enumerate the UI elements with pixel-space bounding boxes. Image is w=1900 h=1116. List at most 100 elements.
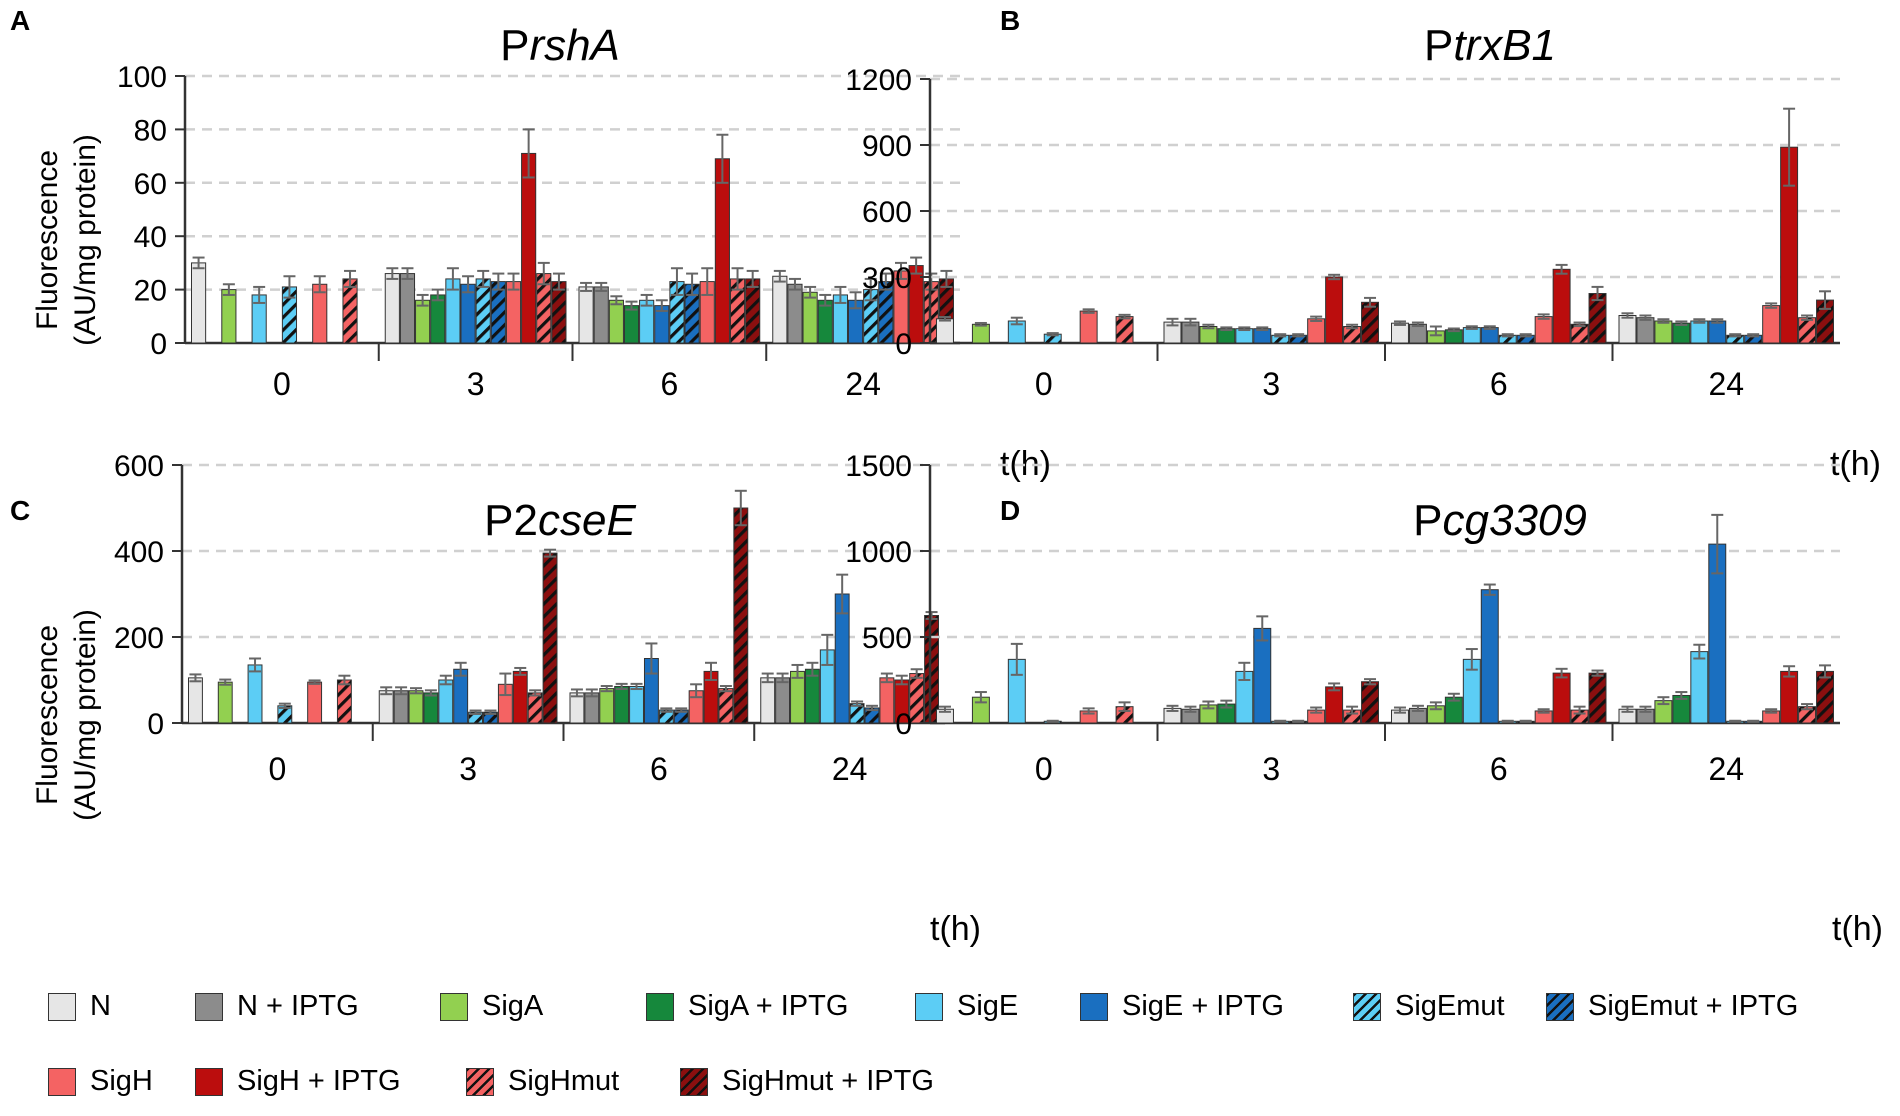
legend-item: SigEmut + IPTG: [1546, 990, 1798, 1023]
error-bar: [645, 642, 658, 675]
x-category-label: 24: [1708, 366, 1744, 402]
bar: [790, 670, 805, 724]
x-category-label: 6: [1490, 751, 1508, 787]
panel-a-xunit: t(h): [1000, 445, 1051, 483]
y-tick-label: 1000: [845, 536, 912, 569]
error-bar: [1082, 308, 1095, 314]
legend-label: SigE: [957, 990, 1019, 1022]
ylabel-line1: Fluorescence: [31, 150, 64, 330]
x-category-label: 24: [832, 751, 868, 787]
bar: [1690, 651, 1709, 724]
legend-item: SigHmut: [466, 1065, 619, 1098]
error-bar: [1256, 615, 1269, 642]
error-bar: [705, 661, 718, 681]
error-bar: [552, 272, 565, 291]
panel-letter-a: A: [10, 5, 30, 36]
error-bar: [670, 267, 683, 296]
bar: [247, 664, 263, 724]
x-category-label: 6: [650, 751, 668, 787]
bar: [1325, 686, 1344, 724]
panel-d-title: Pcg3309: [1413, 496, 1587, 545]
error-bar: [1747, 333, 1760, 338]
panel-letter-b: B: [1000, 5, 1020, 36]
bar: [1780, 670, 1799, 724]
legend-swatch: [1546, 992, 1574, 1021]
error-bar: [1274, 719, 1287, 723]
bar: [614, 685, 630, 724]
error-bar: [1292, 719, 1305, 723]
legend-swatch: [466, 1067, 494, 1096]
error-bar: [1238, 661, 1251, 681]
bar: [342, 278, 358, 344]
error-bar: [189, 673, 202, 683]
y-tick-label: 200: [114, 622, 164, 655]
error-bar: [821, 633, 834, 666]
legend-label: SigA: [482, 990, 544, 1022]
bar: [307, 681, 323, 724]
error-bar: [1328, 682, 1341, 692]
bar: [542, 552, 558, 724]
y-tick-label: 20: [134, 275, 167, 308]
y-tick-label: 400: [114, 536, 164, 569]
bar: [787, 283, 803, 344]
bar: [745, 278, 761, 344]
bar: [378, 690, 394, 724]
ylabel-line2: (AU/mg protein): [69, 134, 102, 346]
error-bar: [1693, 643, 1706, 660]
bar: [1690, 320, 1709, 344]
y-tick-label: 900: [862, 130, 912, 163]
error-bar: [424, 689, 437, 697]
bar: [415, 299, 431, 344]
panel-d: D Pcg3309 t(h) 0 500 1000 1500 0 3 6 24: [845, 450, 1883, 948]
error-bar: [1202, 323, 1215, 330]
x-category-label: 6: [1490, 366, 1508, 402]
bar: [599, 688, 615, 724]
error-bar: [1783, 665, 1796, 678]
error-bar: [1238, 326, 1251, 332]
error-bar: [529, 689, 542, 697]
error-bar: [492, 272, 505, 291]
error-bar: [522, 128, 535, 179]
error-bar: [395, 686, 408, 696]
error-bar: [1621, 705, 1634, 713]
error-bar: [462, 275, 475, 294]
bar: [879, 677, 895, 724]
error-bar: [640, 293, 653, 307]
error-bar: [834, 285, 847, 304]
error-bar: [1501, 719, 1514, 723]
error-bar: [1118, 701, 1131, 712]
y-tick-label: 0: [895, 328, 912, 361]
bar: [551, 281, 567, 344]
bar: [512, 670, 528, 724]
error-bar: [1429, 325, 1442, 337]
bar: [1408, 323, 1427, 344]
error-bar: [1573, 321, 1586, 328]
error-bar: [1765, 708, 1778, 714]
error-bar: [1657, 696, 1670, 706]
legend-swatch: [195, 992, 223, 1021]
panel-a: A PrshA Fluorescence (AU/mg protein) t(h…: [10, 5, 1051, 483]
error-bar: [439, 674, 452, 686]
y-tick-label: 60: [134, 168, 167, 201]
x-category-label: 3: [1262, 366, 1280, 402]
error-bar: [454, 661, 467, 677]
bar: [453, 668, 469, 724]
error-bar: [938, 705, 951, 713]
y-tick-label: 40: [134, 221, 167, 254]
x-category-label: 24: [1708, 751, 1744, 787]
legend-label: SigHmut: [508, 1065, 620, 1097]
bar: [1654, 320, 1673, 344]
error-bar: [1393, 320, 1406, 326]
bar: [1307, 318, 1326, 344]
error-bar: [1220, 699, 1233, 709]
bar: [733, 507, 749, 724]
error-bar: [1082, 707, 1095, 715]
error-bar: [570, 688, 583, 698]
legend-item: SigEmut: [1353, 990, 1505, 1023]
bar: [384, 273, 400, 344]
error-bar: [308, 679, 321, 685]
error-bar: [1729, 333, 1742, 338]
bar: [1361, 301, 1379, 344]
error-bar: [446, 267, 459, 291]
